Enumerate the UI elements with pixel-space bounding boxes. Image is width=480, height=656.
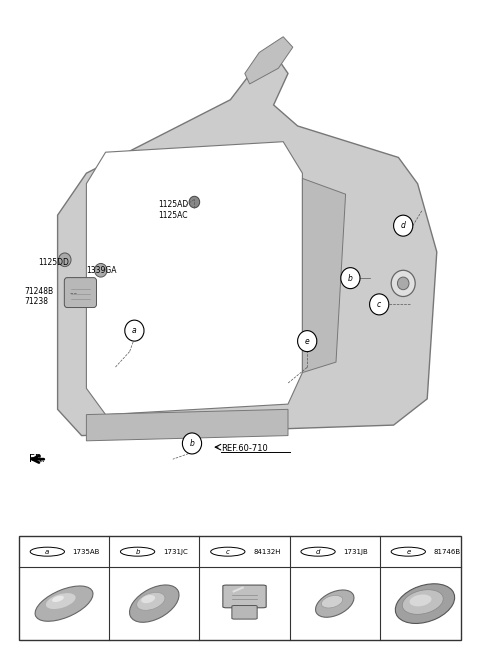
Text: 84132H: 84132H [253, 548, 281, 555]
Text: a: a [132, 326, 137, 335]
Text: REF.60-710: REF.60-710 [221, 444, 267, 453]
Text: e: e [406, 548, 410, 555]
Text: c: c [377, 300, 381, 309]
Text: e: e [305, 337, 310, 346]
Circle shape [391, 547, 425, 556]
Bar [19, 536, 461, 640]
Circle shape [182, 433, 202, 454]
Ellipse shape [315, 590, 354, 617]
Ellipse shape [35, 586, 93, 621]
Circle shape [30, 547, 64, 556]
Text: 1735AB: 1735AB [72, 548, 100, 555]
Ellipse shape [130, 585, 179, 623]
Text: d: d [316, 548, 320, 555]
Polygon shape [86, 409, 288, 441]
Text: 1125DD: 1125DD [38, 258, 69, 267]
Circle shape [341, 268, 360, 289]
Text: b: b [135, 548, 140, 555]
Circle shape [301, 547, 335, 556]
Circle shape [298, 331, 317, 352]
Ellipse shape [396, 584, 455, 623]
Ellipse shape [141, 595, 155, 604]
Circle shape [397, 277, 409, 290]
Circle shape [59, 253, 71, 266]
Circle shape [391, 270, 415, 297]
Polygon shape [302, 178, 346, 373]
FancyBboxPatch shape [232, 605, 257, 619]
Text: 71248B
71238: 71248B 71238 [24, 287, 53, 306]
Text: 1731JC: 1731JC [163, 548, 188, 555]
Text: b: b [348, 274, 353, 283]
Circle shape [95, 264, 107, 277]
Ellipse shape [46, 593, 76, 609]
Ellipse shape [52, 596, 64, 602]
Text: 1731JB: 1731JB [343, 548, 368, 555]
Text: 81746B: 81746B [433, 548, 461, 555]
Text: 1339GA: 1339GA [86, 266, 117, 275]
Text: c: c [226, 548, 230, 555]
Circle shape [120, 547, 155, 556]
Ellipse shape [137, 592, 165, 610]
Polygon shape [86, 142, 302, 415]
Circle shape [394, 215, 413, 236]
Text: a: a [45, 548, 49, 555]
Polygon shape [245, 37, 293, 84]
Ellipse shape [402, 590, 443, 614]
Ellipse shape [321, 596, 343, 608]
Circle shape [125, 320, 144, 341]
Text: d: d [401, 221, 406, 230]
Circle shape [189, 196, 200, 208]
FancyBboxPatch shape [64, 277, 96, 308]
Text: FR.: FR. [29, 454, 45, 464]
Circle shape [370, 294, 389, 315]
FancyBboxPatch shape [223, 585, 266, 607]
Text: b: b [190, 439, 194, 448]
Ellipse shape [409, 594, 432, 606]
Polygon shape [58, 52, 437, 436]
Text: 1125AD
1125AC: 1125AD 1125AC [158, 200, 189, 220]
Circle shape [211, 547, 245, 556]
